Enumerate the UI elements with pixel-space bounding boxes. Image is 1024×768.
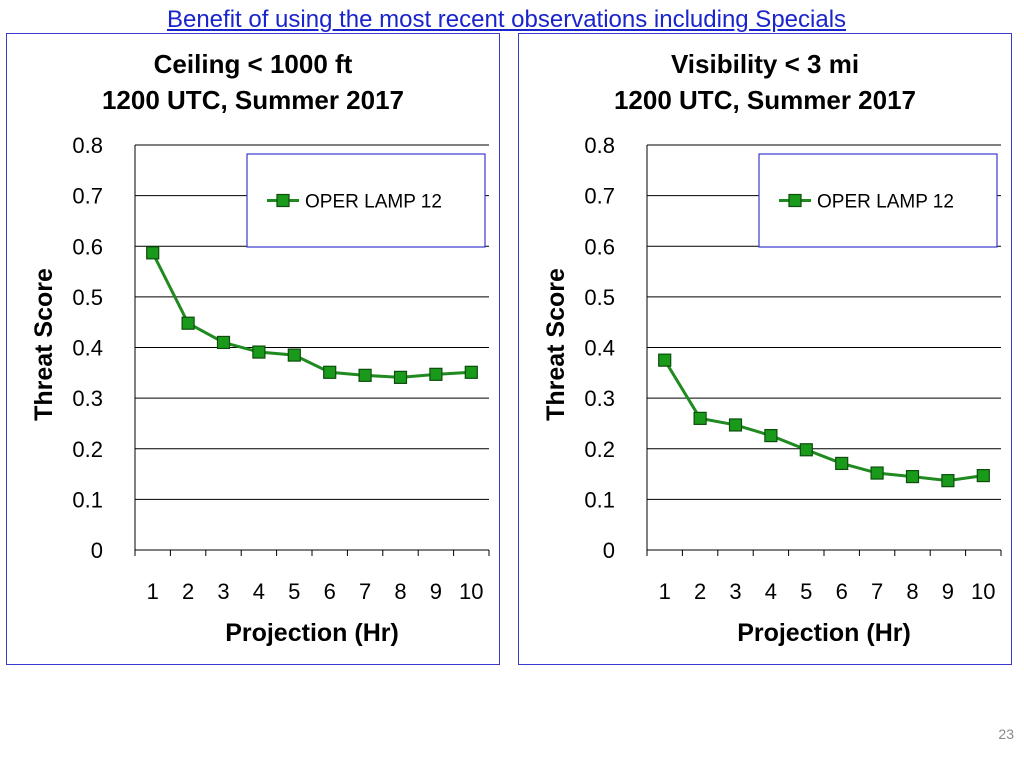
x-tick-label: 4 <box>765 579 777 604</box>
legend-label: OPER LAMP 12 <box>817 192 954 213</box>
y-tick-label: 0.5 <box>72 285 103 310</box>
data-point <box>764 428 778 443</box>
data-point <box>799 443 813 457</box>
x-tick-label: 6 <box>324 579 336 604</box>
x-tick-label: 2 <box>182 579 194 604</box>
visibility-threat-score-plot: 0 0.1 0.2 0.3 0.4 0.5 0.6 0.7 0.8 1 2 3 4 5 6 7 8 9 10 Proj… <box>542 133 1002 647</box>
x-tick-label: 3 <box>729 579 741 604</box>
x-tick-label: 8 <box>394 579 406 604</box>
x-tick-label: 10 <box>971 579 995 604</box>
x-tick-label: 9 <box>430 579 442 604</box>
y-tick-label: 0.5 <box>584 285 615 310</box>
x-tick-label: 3 <box>217 579 229 604</box>
chart-title-line2: 1200 UTC, Summer 2017 <box>101 85 405 115</box>
x-tick-label: 10 <box>459 579 483 604</box>
y-tick-label: 0.4 <box>72 336 103 361</box>
y-tick-label: 0.2 <box>584 437 615 462</box>
ceiling-chart-panel: Ceiling < 1000 ft 1200 UTC, Summer 2017 … <box>6 33 500 665</box>
slide-title: Benefit of using the most recent observa… <box>166 6 847 33</box>
legend-marker <box>276 193 290 208</box>
data-point <box>835 456 849 471</box>
data-point <box>358 368 372 382</box>
data-point <box>693 411 707 425</box>
y-tick-label: 0.7 <box>584 184 615 209</box>
x-tick-label: 5 <box>800 579 812 604</box>
x-tick-label: 8 <box>906 579 918 604</box>
y-tick-label: 0 <box>603 538 615 563</box>
chart-title-line2: 1200 UTC, Summer 2017 <box>613 85 917 115</box>
y-tick-label: 0.3 <box>584 386 615 411</box>
x-tick-label: 4 <box>253 579 265 604</box>
x-tick-label: 2 <box>694 579 706 604</box>
data-point <box>728 418 743 432</box>
y-tick-label: 0.1 <box>584 487 615 512</box>
data-point <box>976 468 990 483</box>
data-point <box>870 466 884 480</box>
series-line <box>151 252 472 379</box>
y-axis-title: Threat Score <box>30 268 58 421</box>
data-point <box>216 335 231 350</box>
y-tick-label: 0.8 <box>584 133 615 158</box>
data-point <box>323 365 337 379</box>
data-point <box>146 246 160 260</box>
x-tick-label: 1 <box>147 579 159 604</box>
y-axis-title: Threat Score <box>542 268 570 421</box>
x-tick-label: 7 <box>871 579 883 604</box>
data-point <box>287 348 301 362</box>
data-point <box>429 367 443 381</box>
data-point <box>464 365 478 379</box>
visibility-chart-panel: Visibility < 3 mi 1200 UTC, Summer 2017 … <box>518 33 1012 665</box>
x-axis-title: Projection (Hr) <box>737 619 911 647</box>
chart-title: Ceiling < 1000 ft 1200 UTC, Summer 2017 <box>7 46 499 118</box>
y-tick-label: 0.2 <box>72 437 103 462</box>
data-point <box>181 316 195 330</box>
y-tick-label: 0 <box>91 538 103 563</box>
chart-title-line1: Ceiling < 1000 ft <box>153 49 353 79</box>
data-point <box>941 474 955 488</box>
y-tick-label: 0.1 <box>72 487 103 512</box>
data-point <box>905 469 920 484</box>
data-point <box>658 353 672 367</box>
x-tick-label: 1 <box>659 579 671 604</box>
legend-label: OPER LAMP 12 <box>305 192 442 213</box>
y-tick-label: 0.6 <box>72 234 103 259</box>
legend-marker <box>788 193 802 208</box>
y-tick-label: 0.8 <box>72 133 103 158</box>
series-line <box>663 359 984 483</box>
y-tick-label: 0.7 <box>72 184 103 209</box>
x-tick-label: 5 <box>288 579 300 604</box>
x-axis-title: Projection (Hr) <box>225 619 399 647</box>
x-tick-label: 6 <box>836 579 848 604</box>
y-tick-label: 0.6 <box>584 234 615 259</box>
chart-title-line1: Visibility < 3 mi <box>670 49 860 79</box>
x-tick-label: 7 <box>359 579 371 604</box>
chart-title: Visibility < 3 mi 1200 UTC, Summer 2017 <box>519 46 1011 118</box>
x-tick-label: 9 <box>942 579 954 604</box>
data-point <box>252 345 266 359</box>
data-point <box>393 370 408 384</box>
ceiling-threat-score-plot: 0 0.1 0.2 0.3 0.4 0.5 0.6 0.7 0.8 1 2 3 4 5 6 7 8 9 10 Proj… <box>30 133 490 647</box>
y-tick-label: 0.4 <box>584 336 615 361</box>
y-tick-label: 0.3 <box>72 386 103 411</box>
page-number: 23 <box>998 726 1014 742</box>
